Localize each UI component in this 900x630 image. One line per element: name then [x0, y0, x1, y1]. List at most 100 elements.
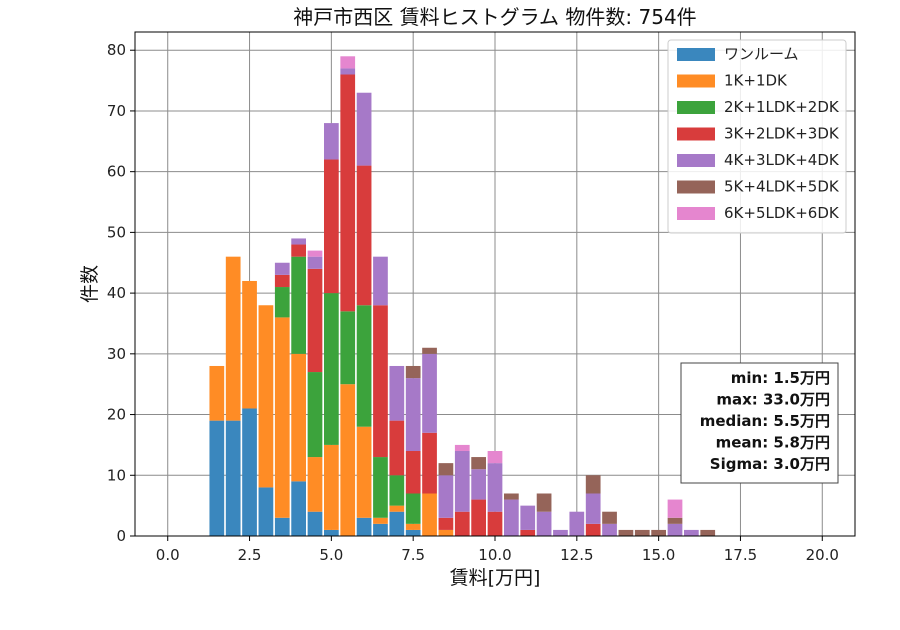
stats-line: median: 5.5万円	[700, 412, 830, 430]
x-tick-label: 12.5	[560, 546, 593, 564]
histogram-bar	[340, 384, 356, 536]
stats-box: min: 1.5万円 max: 33.0万円 median: 5.5万円 mean: …	[680, 362, 839, 484]
histogram-bar	[569, 511, 585, 536]
histogram-bar	[585, 493, 601, 524]
histogram-bar	[487, 450, 503, 464]
histogram-bar	[307, 256, 323, 269]
histogram-bar	[291, 256, 306, 354]
y-axis-label: 件数	[79, 265, 101, 303]
legend: ワンルーム 1K+1DK 2K+1LDK+2DK 3K+2LDK+3DK 4K+3LDK…	[667, 39, 847, 234]
y-tick-label: 10	[107, 466, 126, 484]
histogram-bar	[422, 493, 437, 536]
histogram-bar	[274, 517, 290, 536]
histogram-bar	[242, 408, 257, 536]
y-tick-label: 0	[116, 527, 126, 545]
histogram-bar	[585, 475, 601, 494]
y-axis-ticks: 0 10 20 30 40 50 60 70 80	[107, 41, 135, 545]
x-tick-label: 20.0	[806, 546, 839, 564]
histogram-bar	[454, 511, 470, 536]
x-tick-label: 7.5	[401, 546, 425, 564]
histogram-bar	[684, 529, 699, 536]
stats-line: max: 33.0万円	[716, 391, 830, 409]
histogram-bar	[373, 523, 388, 536]
histogram-bar	[356, 165, 372, 306]
legend-swatch	[677, 101, 715, 114]
histogram-bar	[291, 238, 306, 245]
x-tick-label: 17.5	[724, 546, 757, 564]
histogram-bar	[324, 444, 339, 530]
histogram-bar	[274, 274, 290, 288]
histogram-bar	[618, 529, 634, 536]
y-tick-label: 40	[107, 284, 126, 302]
legend-entry-label: 5K+4LDK+5DK	[724, 178, 840, 196]
histogram-bar	[324, 123, 339, 160]
histogram-bar	[602, 523, 617, 536]
y-tick-label: 50	[107, 223, 126, 241]
x-tick-label: 2.5	[238, 546, 262, 564]
bars	[209, 56, 716, 536]
histogram-bar	[274, 317, 290, 518]
histogram-bar	[487, 463, 503, 512]
histogram-bar	[356, 305, 372, 427]
chart-title: 神戸市西区 賃料ヒストグラム 物件数: 754件	[293, 5, 696, 29]
histogram-bar	[667, 523, 683, 536]
histogram-bar	[389, 420, 405, 476]
histogram-bar	[258, 305, 274, 488]
legend-entry-label: 3K+2LDK+3DK	[724, 125, 840, 143]
stats-line: mean: 5.8万円	[716, 434, 830, 452]
legend-entry-label: ワンルーム	[724, 45, 799, 63]
legend-swatch	[677, 180, 715, 194]
x-axis-label: 賃料[万円]	[450, 567, 541, 589]
histogram-bar	[307, 372, 323, 458]
y-tick-label: 70	[107, 102, 126, 120]
legend-entry-label: 6K+5LDK+6DK	[724, 204, 840, 222]
histogram-bar	[405, 523, 421, 530]
histogram-bar	[274, 262, 290, 275]
legend-swatch	[677, 127, 715, 141]
histogram-bar	[209, 420, 225, 536]
histogram-bar	[225, 420, 241, 536]
x-axis-ticks: 0.0 2.5 5.0 7.5 10.0 12.5 15.0 17.5 20.0	[156, 536, 839, 564]
histogram-bar	[422, 432, 437, 494]
histogram-bar	[405, 378, 421, 451]
histogram-bar	[585, 523, 601, 536]
histogram-bar	[405, 365, 421, 379]
histogram-bar	[291, 481, 306, 536]
histogram-bar	[602, 511, 617, 524]
stats-line: Sigma: 3.0万円	[710, 455, 830, 473]
histogram-bar	[438, 529, 454, 536]
histogram-bar	[356, 426, 372, 518]
histogram-bar	[324, 293, 339, 445]
histogram-bar	[324, 159, 339, 294]
histogram-bar	[438, 517, 454, 530]
legend-entry-label: 2K+1LDK+2DK	[724, 98, 840, 116]
histogram-bar	[307, 250, 323, 257]
histogram-bar	[471, 499, 486, 536]
y-tick-label: 80	[107, 41, 126, 59]
histogram-bar	[389, 475, 405, 506]
histogram-bar	[422, 347, 437, 354]
legend-swatch	[677, 154, 715, 167]
histogram-bar	[291, 353, 306, 482]
histogram-bar	[307, 457, 323, 512]
histogram-bar	[454, 450, 470, 512]
histogram-bar	[356, 517, 372, 536]
histogram-bar	[291, 244, 306, 257]
x-tick-label: 10.0	[478, 546, 511, 564]
y-tick-label: 60	[107, 163, 126, 181]
legend-swatch	[677, 207, 715, 220]
histogram-bar	[667, 517, 683, 524]
histogram-bar	[634, 529, 650, 536]
histogram-bar	[471, 469, 486, 500]
histogram-bar	[340, 311, 356, 385]
histogram-bar	[438, 463, 454, 476]
legend-swatch	[677, 74, 715, 88]
histogram-bar	[258, 487, 274, 536]
y-tick-label: 30	[107, 345, 126, 363]
histogram-bar	[553, 529, 568, 536]
histogram-bar	[242, 280, 257, 409]
histogram-bar	[274, 287, 290, 318]
x-tick-label: 0.0	[156, 546, 180, 564]
histogram-bar	[504, 493, 519, 500]
